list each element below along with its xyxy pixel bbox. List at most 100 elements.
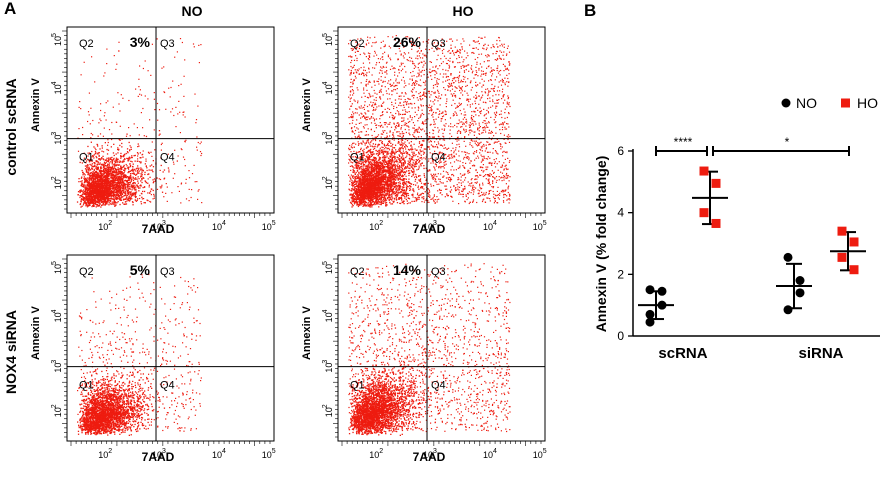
dot bbox=[117, 172, 118, 173]
dot bbox=[96, 197, 97, 198]
dot bbox=[117, 174, 118, 175]
dot bbox=[96, 191, 97, 192]
dot bbox=[355, 174, 356, 175]
dot bbox=[92, 182, 93, 183]
dot bbox=[198, 45, 199, 46]
dot bbox=[112, 162, 113, 163]
dot bbox=[117, 198, 118, 199]
dot bbox=[142, 154, 143, 155]
dot bbox=[90, 187, 91, 188]
dot bbox=[90, 192, 91, 193]
dot bbox=[199, 62, 200, 63]
dot bbox=[392, 203, 393, 204]
dot bbox=[151, 164, 152, 165]
dot bbox=[118, 195, 119, 196]
dot bbox=[98, 202, 99, 203]
dot bbox=[101, 164, 102, 165]
dot bbox=[140, 173, 141, 174]
dot bbox=[357, 174, 358, 175]
dot bbox=[152, 179, 153, 180]
dot bbox=[405, 157, 406, 158]
dot bbox=[146, 167, 147, 168]
dot bbox=[107, 100, 108, 101]
dot bbox=[177, 113, 178, 114]
dot bbox=[109, 198, 110, 199]
dot bbox=[388, 148, 389, 149]
dot bbox=[98, 179, 99, 180]
dot bbox=[124, 180, 125, 181]
dot bbox=[129, 200, 130, 201]
dot bbox=[167, 201, 168, 202]
dot bbox=[423, 168, 424, 169]
dot bbox=[79, 107, 80, 108]
dot bbox=[94, 162, 95, 163]
dot bbox=[116, 162, 117, 163]
dot bbox=[197, 150, 198, 151]
dot bbox=[132, 201, 133, 202]
dot bbox=[185, 183, 186, 184]
dot bbox=[94, 189, 95, 190]
dot bbox=[378, 150, 379, 151]
dot bbox=[137, 186, 138, 187]
dot bbox=[89, 188, 90, 189]
dot bbox=[117, 152, 118, 153]
col-title-no: NO bbox=[182, 3, 203, 19]
dot bbox=[145, 95, 146, 96]
dot bbox=[83, 186, 84, 187]
dot bbox=[178, 85, 179, 86]
dot bbox=[123, 161, 124, 162]
dot bbox=[113, 191, 114, 192]
dot bbox=[173, 115, 174, 116]
dot bbox=[116, 171, 117, 172]
dot bbox=[386, 156, 387, 157]
dot bbox=[153, 190, 154, 191]
dot bbox=[78, 128, 79, 129]
dot bbox=[173, 178, 174, 179]
dot bbox=[401, 157, 402, 158]
dot bbox=[142, 108, 143, 109]
dot bbox=[132, 185, 133, 186]
dot bbox=[150, 191, 151, 192]
dot bbox=[143, 198, 144, 199]
dot bbox=[185, 140, 186, 141]
dot bbox=[108, 194, 109, 195]
dot bbox=[109, 200, 110, 201]
dot bbox=[104, 193, 105, 194]
dot bbox=[200, 44, 201, 45]
dot bbox=[113, 158, 114, 159]
dot bbox=[103, 194, 104, 195]
dot bbox=[96, 156, 97, 157]
dot bbox=[93, 204, 94, 205]
dot bbox=[119, 197, 120, 198]
dot bbox=[121, 176, 122, 177]
dot bbox=[433, 185, 434, 186]
dot bbox=[80, 108, 81, 109]
dot bbox=[180, 202, 181, 203]
dot bbox=[180, 132, 181, 133]
dot bbox=[112, 167, 113, 168]
dot bbox=[89, 199, 90, 200]
dot bbox=[379, 158, 380, 159]
dot bbox=[103, 75, 104, 76]
dot bbox=[406, 151, 407, 152]
x-tick-exp: 4 bbox=[222, 220, 226, 227]
dot bbox=[107, 171, 108, 172]
dot bbox=[110, 188, 111, 189]
dot bbox=[195, 122, 196, 123]
dot bbox=[418, 189, 419, 190]
dot bbox=[114, 189, 115, 190]
dot bbox=[110, 161, 111, 162]
dot bbox=[177, 51, 178, 52]
dot bbox=[160, 187, 161, 188]
dot bbox=[92, 169, 93, 170]
dot bbox=[81, 178, 82, 179]
dot bbox=[161, 68, 162, 69]
dot bbox=[130, 175, 131, 176]
dot bbox=[124, 195, 125, 196]
dot bbox=[138, 143, 139, 144]
dot bbox=[114, 192, 115, 193]
dot bbox=[420, 149, 421, 150]
dot bbox=[81, 191, 82, 192]
dot bbox=[122, 162, 123, 163]
dot bbox=[142, 198, 143, 199]
